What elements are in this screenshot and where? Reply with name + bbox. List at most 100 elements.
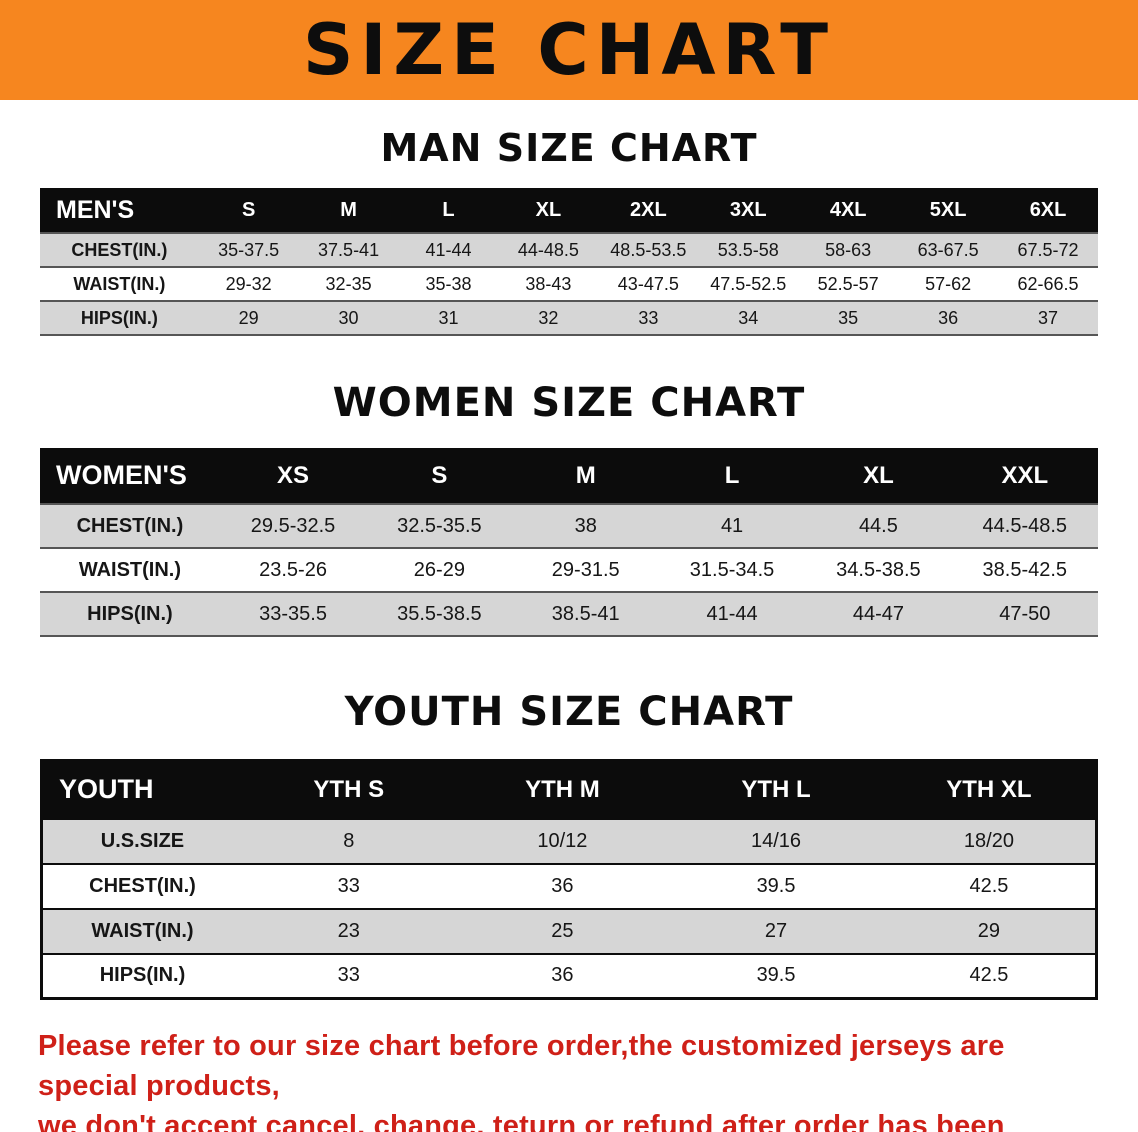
table-cell: 33 bbox=[241, 952, 456, 999]
table-cell: 42.5 bbox=[882, 952, 1097, 999]
table-cell: 29.5-32.5 bbox=[219, 503, 367, 548]
size-table: MEN'S S M L XL 2XL 3XL 4XL 5XL 6XL CHEST(IN.) 35-37… bbox=[40, 188, 1098, 336]
table-cell: 35-38 bbox=[398, 266, 499, 301]
table-cell: 32.5-35.5 bbox=[366, 503, 513, 548]
column-header: S bbox=[366, 448, 513, 504]
men-size-table-container: MEN'S S M L XL 2XL 3XL 4XL 5XL 6XL CHEST(IN.) 35-37… bbox=[40, 188, 1098, 336]
table-cell: 34 bbox=[698, 300, 799, 335]
table-cell: 14/16 bbox=[669, 817, 883, 864]
table-cell: 32 bbox=[498, 300, 599, 335]
row-label: WAIST(IN.) bbox=[40, 266, 199, 301]
column-header: YTH S bbox=[241, 760, 456, 819]
table-cell: 41 bbox=[658, 503, 806, 548]
table-cell: 44.5-48.5 bbox=[951, 503, 1098, 548]
table-row: HIPS(IN.) 33 36 39.5 42.5 bbox=[41, 952, 1097, 999]
table-cell: 18/20 bbox=[882, 817, 1097, 864]
column-header: M bbox=[512, 448, 659, 504]
table-title-cell: MEN'S bbox=[40, 188, 199, 233]
table-row: WAIST(IN.) 23 25 27 29 bbox=[41, 907, 1097, 954]
table-cell: 36 bbox=[455, 862, 670, 909]
table-cell: 47-50 bbox=[951, 591, 1098, 636]
table-cell: 33-35.5 bbox=[219, 591, 367, 636]
table-cell: 52.5-57 bbox=[798, 266, 899, 301]
table-cell: 25 bbox=[455, 907, 670, 954]
table-cell: 43-47.5 bbox=[598, 266, 699, 301]
table-row: HIPS(IN.) 29 30 31 32 33 34 35 36 37 bbox=[40, 300, 1098, 335]
row-label: U.S.SIZE bbox=[41, 817, 242, 864]
table-row: CHEST(IN.) 33 36 39.5 42.5 bbox=[41, 862, 1097, 909]
table-row: HIPS(IN.) 33-35.5 35.5-38.5 38.5-41 41-44 44-… bbox=[40, 591, 1098, 636]
women-size-table-container: WOMEN'S XS S M L XL XXL CHEST(IN.) 29.5-32.5 32.5… bbox=[40, 448, 1098, 637]
table-title-cell: WOMEN'S bbox=[40, 448, 220, 504]
column-header: 3XL bbox=[698, 188, 799, 233]
table-cell: 41-44 bbox=[398, 232, 499, 267]
table-cell: 10/12 bbox=[455, 817, 670, 864]
column-header: XS bbox=[219, 448, 367, 504]
size-table: YOUTH YTH S YTH M YTH L YTH XL U.S.SIZE 8 10/12… bbox=[40, 759, 1098, 1000]
table-header-row: YOUTH YTH S YTH M YTH L YTH XL bbox=[41, 760, 1097, 819]
table-row: WAIST(IN.) 23.5-26 26-29 29-31.5 31.5-34.5 34… bbox=[40, 547, 1098, 592]
table-cell: 63-67.5 bbox=[898, 232, 999, 267]
table-cell: 23 bbox=[241, 907, 456, 954]
youth-size-section: YOUTH SIZE CHART YOUTH YTH S YTH M YTH L YTH… bbox=[0, 689, 1138, 1000]
column-header: 5XL bbox=[898, 188, 999, 233]
table-header-row: MEN'S S M L XL 2XL 3XL 4XL 5XL 6XL bbox=[40, 188, 1098, 233]
table-cell: 31 bbox=[398, 300, 499, 335]
row-label: HIPS(IN.) bbox=[41, 952, 242, 999]
table-cell: 27 bbox=[669, 907, 883, 954]
table-cell: 23.5-26 bbox=[219, 547, 367, 592]
table-cell: 8 bbox=[241, 817, 456, 864]
table-cell: 36 bbox=[455, 952, 670, 999]
table-cell: 29-32 bbox=[198, 266, 299, 301]
table-cell: 35.5-38.5 bbox=[366, 591, 513, 636]
row-label: WAIST(IN.) bbox=[41, 907, 242, 954]
row-label: CHEST(IN.) bbox=[40, 503, 220, 548]
table-cell: 33 bbox=[598, 300, 699, 335]
table-row: WAIST(IN.) 29-32 32-35 35-38 38-43 43-47.5 47.… bbox=[40, 266, 1098, 301]
column-header: XL bbox=[805, 448, 952, 504]
disclaimer-line-2: we don't accept cancel, change, teturn o… bbox=[38, 1110, 1005, 1132]
table-cell: 26-29 bbox=[366, 547, 513, 592]
row-label: HIPS(IN.) bbox=[40, 591, 220, 636]
column-header: 2XL bbox=[598, 188, 699, 233]
table-cell: 44.5 bbox=[805, 503, 952, 548]
table-cell: 34.5-38.5 bbox=[805, 547, 952, 592]
table-cell: 32-35 bbox=[298, 266, 399, 301]
table-cell: 38-43 bbox=[498, 266, 599, 301]
table-cell: 42.5 bbox=[882, 862, 1097, 909]
table-cell: 48.5-53.5 bbox=[598, 232, 699, 267]
table-cell: 33 bbox=[241, 862, 456, 909]
banner-title: SIZE CHART bbox=[302, 9, 836, 91]
column-header: S bbox=[198, 188, 299, 233]
column-header: YTH M bbox=[455, 760, 670, 819]
table-row: CHEST(IN.) 29.5-32.5 32.5-35.5 38 41 44.5 44.5… bbox=[40, 503, 1098, 548]
table-cell: 62-66.5 bbox=[998, 266, 1098, 301]
column-header: 4XL bbox=[798, 188, 899, 233]
table-cell: 44-47 bbox=[805, 591, 952, 636]
size-chart-banner: SIZE CHART bbox=[0, 0, 1138, 100]
size-table: WOMEN'S XS S M L XL XXL CHEST(IN.) 29.5-32.5 32.5… bbox=[40, 448, 1098, 637]
table-cell: 37.5-41 bbox=[298, 232, 399, 267]
table-cell: 58-63 bbox=[798, 232, 899, 267]
row-label: HIPS(IN.) bbox=[40, 300, 199, 335]
disclaimer-line-1: Please refer to our size chart before or… bbox=[38, 1030, 1005, 1103]
men-section-heading: MAN SIZE CHART bbox=[380, 126, 758, 170]
men-size-section: MAN SIZE CHART MEN'S S M L XL 2XL 3XL 4XL 5XL 6XL… bbox=[0, 126, 1138, 336]
column-header: 6XL bbox=[998, 188, 1098, 233]
table-cell: 39.5 bbox=[669, 952, 883, 999]
table-cell: 38.5-41 bbox=[512, 591, 659, 636]
column-header: YTH XL bbox=[882, 760, 1097, 819]
table-row: U.S.SIZE 8 10/12 14/16 18/20 bbox=[41, 817, 1097, 864]
table-row: CHEST(IN.) 35-37.5 37.5-41 41-44 44-48.5 48.5… bbox=[40, 232, 1098, 267]
table-cell: 41-44 bbox=[658, 591, 806, 636]
table-header-row: WOMEN'S XS S M L XL XXL bbox=[40, 448, 1098, 504]
youth-size-table-container: YOUTH YTH S YTH M YTH L YTH XL U.S.SIZE 8 10/12… bbox=[40, 759, 1098, 1000]
table-cell: 44-48.5 bbox=[498, 232, 599, 267]
table-cell: 31.5-34.5 bbox=[658, 547, 806, 592]
table-cell: 38 bbox=[512, 503, 659, 548]
row-label: CHEST(IN.) bbox=[40, 232, 199, 267]
row-label: CHEST(IN.) bbox=[41, 862, 242, 909]
column-header: YTH L bbox=[669, 760, 883, 819]
table-title-cell: YOUTH bbox=[41, 760, 242, 819]
